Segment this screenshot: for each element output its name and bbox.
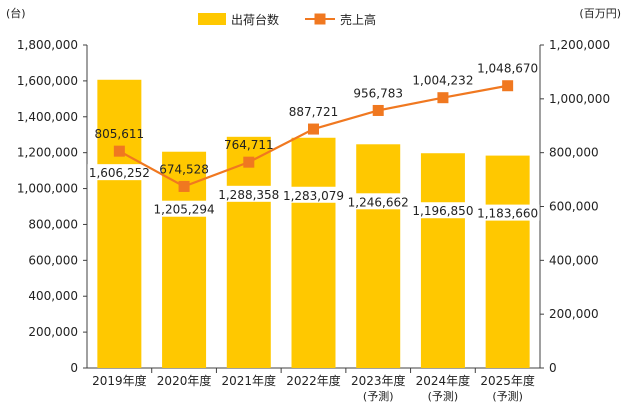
bar-shipments	[356, 144, 401, 368]
left-axis-unit: (台)	[6, 6, 26, 20]
left-tick-label: 1,400,000	[17, 110, 78, 124]
bars	[97, 79, 530, 369]
right-tick-label: 1,000,000	[549, 92, 610, 106]
sales-point-marker	[178, 180, 190, 192]
bar-value-label: 1,183,660	[477, 207, 538, 221]
sales-line	[113, 80, 514, 192]
sales-point-marker	[308, 123, 319, 135]
left-tick-label: 1,600,000	[17, 74, 78, 88]
category-label: 2023年度	[351, 373, 406, 388]
bar-shipments	[226, 136, 271, 368]
left-tick-label: 1,000,000	[17, 182, 78, 196]
sales-point-marker	[372, 104, 384, 116]
line-value-label: 1,004,232	[412, 74, 473, 88]
left-tick-label: 200,000	[28, 325, 78, 339]
category-labels: 2019年度 2020年度 2021年度 2022年度 2023年度(予測)2024年度…	[92, 373, 535, 403]
left-tick-label: 800,000	[28, 217, 78, 231]
line-value-label: 956,783	[353, 86, 403, 100]
bar-shipments	[420, 153, 465, 368]
right-tick-label: 0	[549, 361, 557, 375]
sales-point-marker	[113, 145, 125, 157]
category-sublabel: (予測)	[492, 389, 523, 403]
left-tick-label: 600,000	[28, 253, 78, 267]
sales-point-marker	[243, 156, 255, 168]
bar-value-label: 1,205,294	[154, 203, 215, 217]
category-label: 2024年度	[416, 373, 471, 388]
right-tick-label: 800,000	[549, 146, 599, 160]
right-tick-label: 1,200,000	[549, 38, 610, 52]
category-label: 2021年度	[222, 373, 277, 388]
line-value-label: 887,721	[289, 105, 339, 119]
category-label: 2022年度	[286, 373, 341, 388]
line-value-label: 764,711	[224, 138, 274, 152]
bar-value-label: 1,246,662	[348, 195, 409, 209]
legend-label-bar: 出荷台数	[231, 12, 279, 27]
sales-point-marker	[502, 80, 514, 92]
bar-value-label-bg	[410, 202, 475, 219]
bar-value-label-bg	[281, 186, 346, 203]
legend-swatch-bar	[198, 13, 226, 25]
bar-shipments	[97, 79, 142, 369]
left-tick-label: 1,200,000	[17, 146, 78, 160]
bar-value-label-bg	[346, 193, 411, 210]
axes: 0 200,000 400,000 600,000 800,000 1,000,000 1,…	[17, 38, 610, 375]
line-value-label: 1,048,670	[477, 62, 538, 76]
bar-value-label: 1,283,079	[283, 189, 344, 203]
right-tick-label: 200,000	[549, 307, 599, 321]
legend-swatch-marker	[314, 13, 326, 25]
line-value-labels: 805,611 674,528 764,711 887,721 956,783 1,004…	[95, 62, 539, 177]
sales-point-marker	[437, 92, 449, 104]
right-tick-label: 600,000	[549, 200, 599, 214]
bar-shipments	[485, 155, 530, 368]
legend-label-line: 売上高	[340, 12, 376, 27]
right-axis-unit: (百万円)	[579, 7, 621, 20]
right-tick-label: 400,000	[549, 253, 599, 267]
line-value-label: 674,528	[159, 162, 209, 176]
bar-value-label: 1,196,850	[412, 204, 473, 218]
bar-shipments	[291, 137, 336, 368]
category-label: 2019年度	[92, 373, 147, 388]
category-label: 2025年度	[480, 373, 535, 388]
left-tick-label: 0	[70, 361, 78, 375]
left-tick-label: 1,800,000	[17, 38, 78, 52]
bar-value-label-bg	[152, 200, 217, 217]
bar-value-label-bg	[87, 164, 152, 181]
left-tick-label: 400,000	[28, 289, 78, 303]
bar-value-label: 1,288,358	[218, 188, 279, 202]
category-sublabel: (予測)	[428, 389, 459, 403]
line-value-label: 805,611	[95, 127, 145, 141]
legend: 出荷台数 売上高	[198, 12, 376, 27]
category-sublabel: (予測)	[363, 389, 394, 403]
bar-value-label-bg	[475, 204, 540, 221]
category-label: 2020年度	[157, 373, 212, 388]
bar-value-label: 1,606,252	[89, 166, 150, 180]
bar-value-label-bg	[216, 185, 281, 202]
